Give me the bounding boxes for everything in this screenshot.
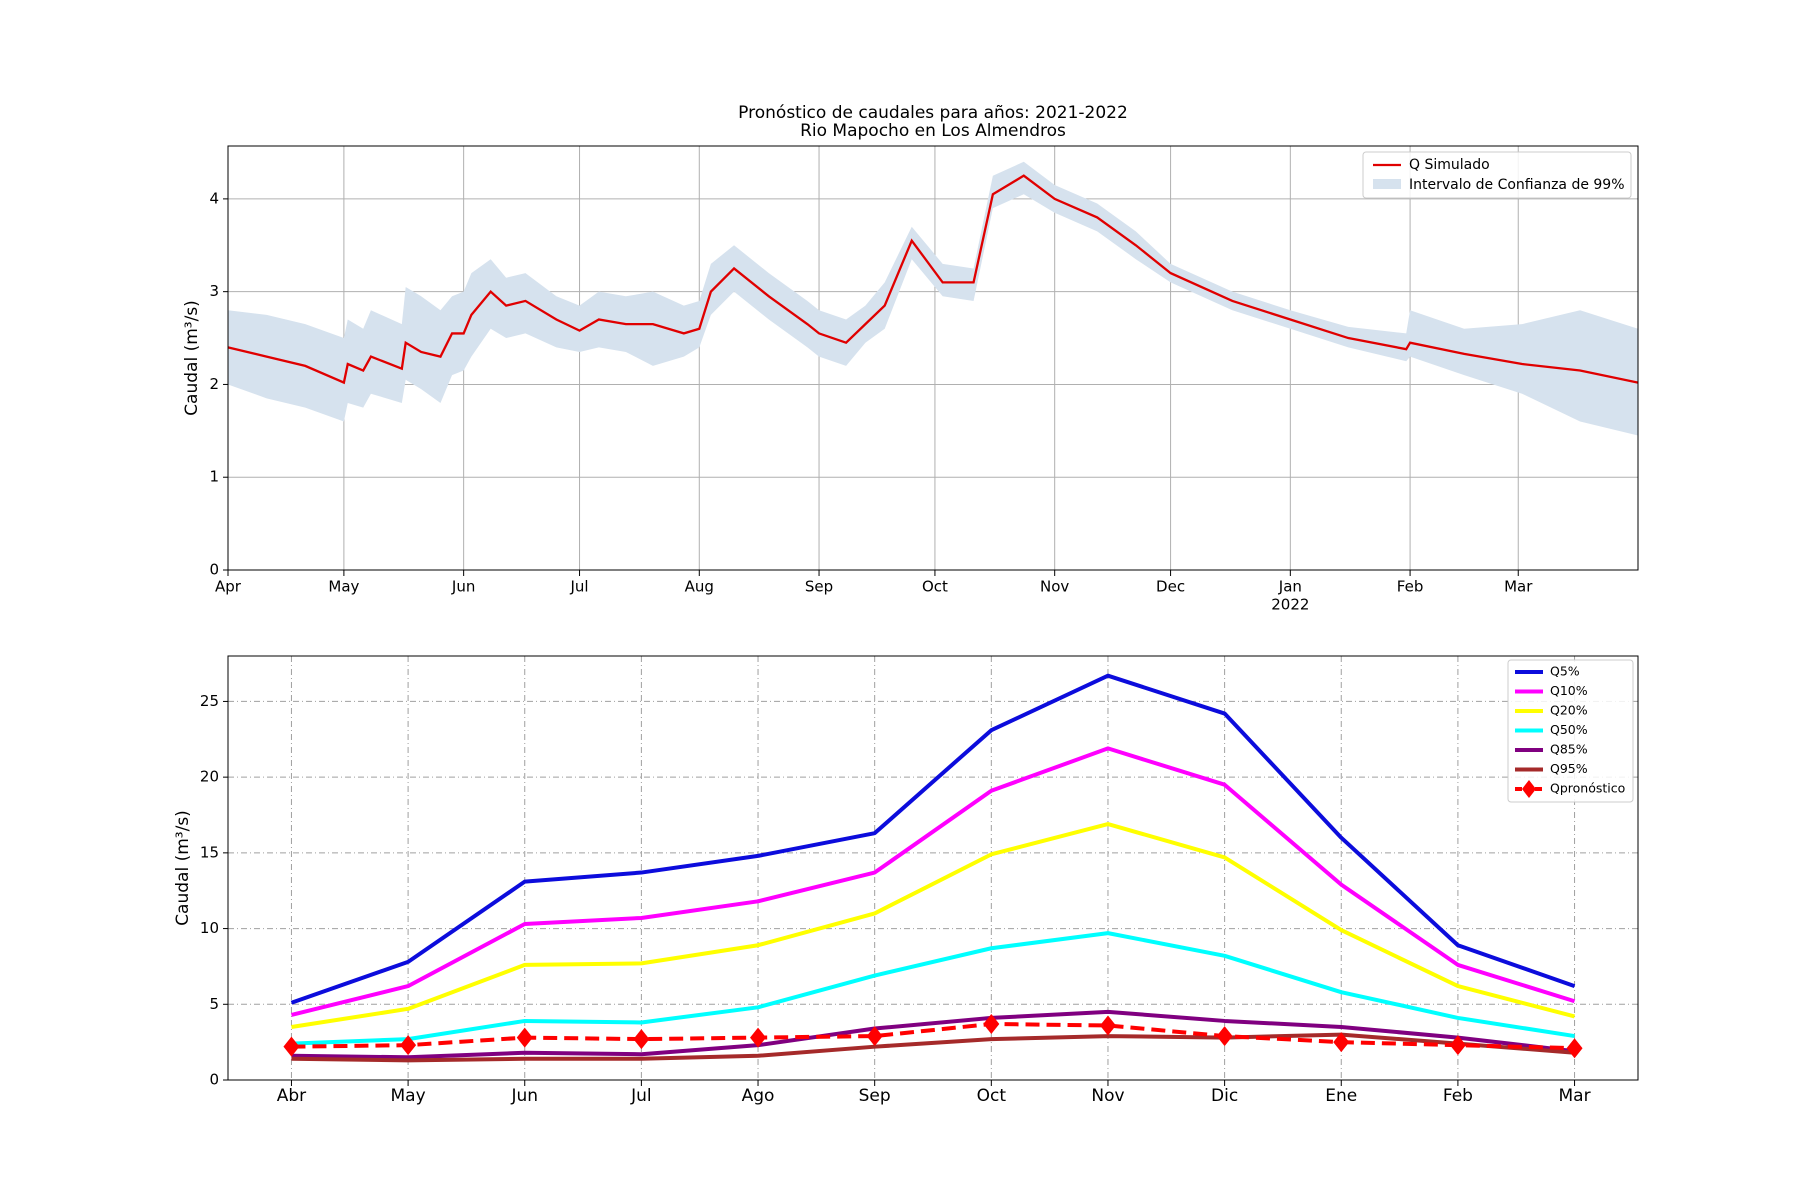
marker [1449, 1035, 1466, 1056]
legend-box [1362, 151, 1632, 199]
legend-label: Q95% [1550, 761, 1588, 776]
legend-box [1507, 659, 1634, 803]
marker [1099, 1015, 1116, 1036]
chart-subtitle: Rio Mapocho en Los Almendros [800, 121, 1066, 141]
marker [1216, 1026, 1233, 1047]
x-tick-label: Jul [630, 1086, 652, 1106]
series-line [290, 746, 1576, 1017]
marker [750, 1027, 767, 1048]
y-tick-label: 25 [200, 692, 219, 710]
y-tick-label: 0 [209, 561, 219, 579]
chart-title: Pronóstico de caudales para años: 2021-2… [738, 103, 1128, 123]
y-tick-label: 1 [209, 468, 219, 486]
x-tick-label: Sep [859, 1086, 891, 1106]
legend-label: Q Simulado [1409, 157, 1490, 173]
x-tick-label: Dic [1211, 1086, 1238, 1106]
series-line [291, 822, 1576, 1029]
marker [516, 1027, 533, 1048]
series-line [291, 1021, 1575, 1051]
legend-swatch [1373, 179, 1401, 189]
x-tick-label: Mar [1504, 578, 1533, 596]
legend-label: Q20% [1550, 703, 1588, 718]
y-tick-label: 4 [209, 189, 219, 207]
x-tick-label: Aug [685, 578, 714, 596]
y-tick-label: 20 [200, 768, 219, 786]
legend-label: Q50% [1550, 722, 1588, 737]
x-tick-label: May [328, 578, 359, 596]
legend-marker [1522, 780, 1536, 798]
series-line [291, 1032, 1575, 1063]
legend-label: Q10% [1550, 683, 1588, 698]
marker [400, 1035, 417, 1056]
y-tick-label: 5 [209, 995, 219, 1013]
y-tick-label: 2 [209, 375, 219, 393]
x-tick-label: Apr [215, 578, 242, 596]
marker [283, 1036, 300, 1057]
plot-frame [227, 145, 1639, 571]
x-tick-label: Feb [1397, 578, 1424, 596]
x-tick-label: Mar [1559, 1086, 1591, 1106]
x-tick-label: Dec [1156, 578, 1185, 596]
marker [633, 1029, 650, 1050]
y-tick-label: 15 [200, 843, 219, 861]
x-tick-label: Nov [1040, 578, 1069, 596]
y-tick-label: 10 [200, 919, 219, 937]
y-tick-label: 3 [209, 282, 219, 300]
legend-label: Q5% [1550, 664, 1580, 679]
y-tick-label: 0 [209, 1071, 219, 1089]
x-tick-label: Oct [922, 578, 948, 596]
series-line [291, 931, 1575, 1046]
x-tick-label: Jan [1278, 578, 1302, 596]
confidence-band [228, 161, 1638, 436]
x-tick-label: Abr [277, 1086, 306, 1106]
x-tick-label: Ago [742, 1086, 775, 1106]
series-line [290, 673, 1576, 1005]
legend-label: Q85% [1550, 742, 1588, 757]
legend-label: Intervalo de Confianza de 99% [1409, 177, 1625, 193]
y-axis-label: Caudal (m³/s) [182, 300, 202, 416]
series-line [291, 1009, 1575, 1060]
marker [1566, 1038, 1583, 1059]
x-tick-label: Jun [451, 578, 475, 596]
legend-label: Qpronóstico [1550, 781, 1625, 796]
marker [1333, 1032, 1350, 1053]
x-tick-label: Sep [805, 578, 833, 596]
x-tick-label: Jun [510, 1086, 538, 1106]
x-tick-label: Nov [1091, 1086, 1124, 1106]
x-tick-label: Feb [1443, 1086, 1473, 1106]
marker [983, 1013, 1000, 1034]
series-line [227, 174, 1639, 385]
x-tick-label: Jul [569, 578, 588, 596]
x-tick-label: Ene [1325, 1086, 1357, 1106]
x-tick-label: May [391, 1086, 426, 1106]
year-label: 2022 [1271, 596, 1309, 614]
legend: Q5% Q10% Q20% Q50% Q85% Q95% Qpronóstico [1507, 659, 1634, 803]
legend: Q Simulado Intervalo de Confianza de 99% [1362, 151, 1632, 199]
plot-frame [227, 655, 1639, 1081]
marker [866, 1026, 883, 1047]
y-axis-label: Caudal (m³/s) [173, 810, 193, 926]
x-tick-label: Oct [977, 1086, 1007, 1106]
